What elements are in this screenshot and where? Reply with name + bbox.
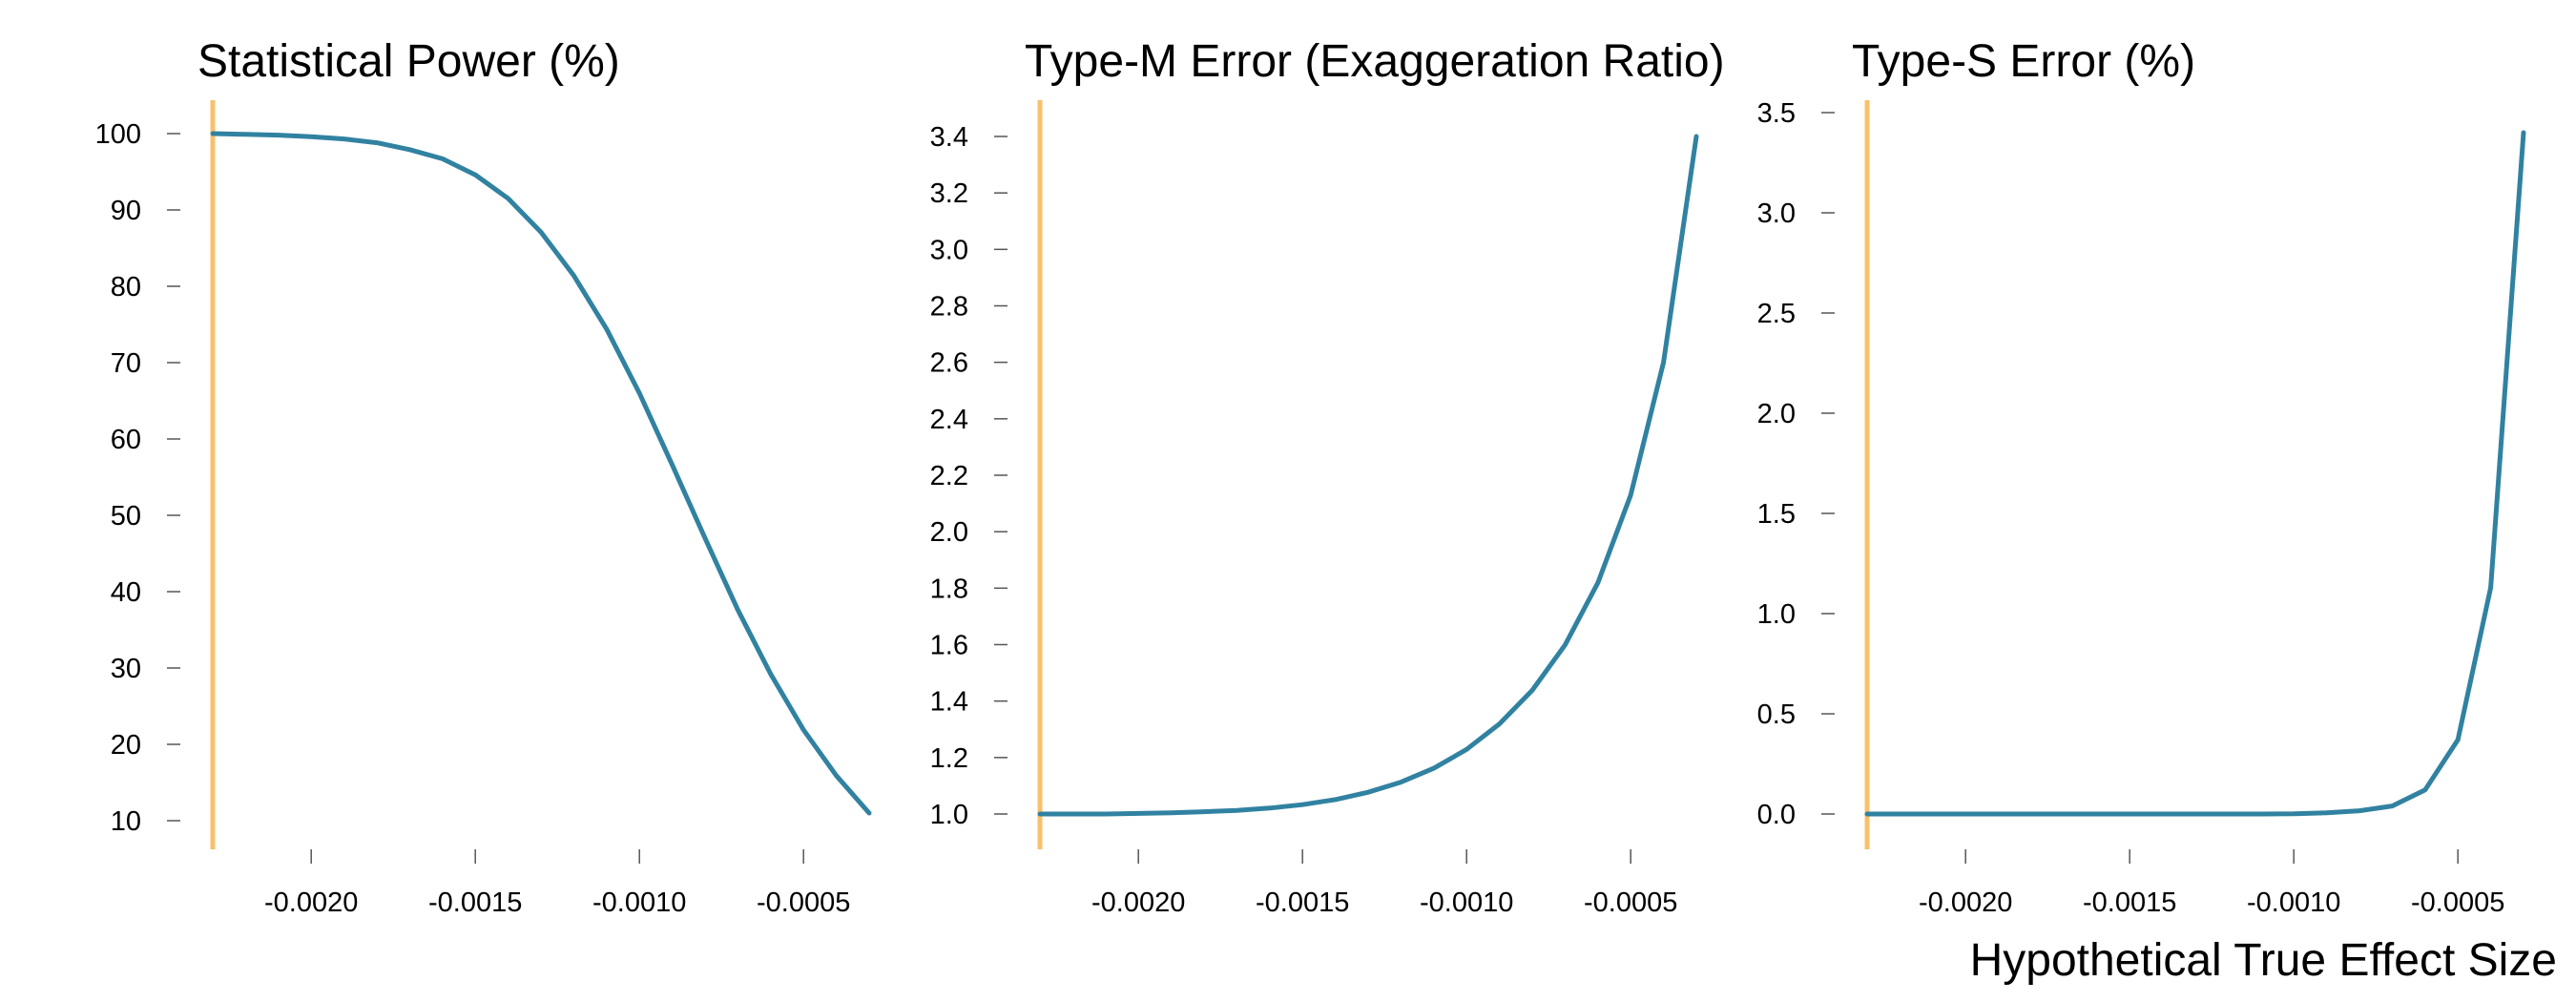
- panel-power: Statistical Power (%) 10 20 30 40 50 60 70 80 90…: [95, 36, 872, 918]
- x-axis-label: Hypothetical True Effect Size: [1970, 935, 2557, 986]
- panel-type-m-y-tick-label: 1.0: [930, 800, 968, 830]
- panel-type-s-x-tick-label: -0.0010: [2247, 887, 2340, 918]
- panel-power-x-tick-label: -0.0010: [592, 887, 686, 918]
- panel-type-m-y-tick-label: 3.2: [930, 178, 968, 209]
- panel-type-m-y-tick-label: 2.0: [930, 517, 968, 548]
- panel-type-s-y-tick-label: 3.0: [1757, 198, 1796, 229]
- panel-type-s-y-tick-label: 0.0: [1757, 800, 1796, 830]
- panel-type-m-y-tick-label: 2.6: [930, 348, 968, 379]
- panel-power-y-tick-label: 80: [111, 272, 141, 303]
- panel-power-y-tick-label: 100: [95, 119, 141, 150]
- panel-power-y-axis: 10 20 30 40 50 60 70 80 90 100: [95, 119, 180, 837]
- panel-power-y-tick-label: 20: [111, 730, 141, 761]
- panel-type-m-y-tick-label: 3.4: [930, 122, 968, 153]
- panel-power-y-tick-label: 50: [111, 501, 141, 532]
- panel-type-s-y-tick-label: 2.5: [1757, 299, 1796, 329]
- panel-type-m-y-tick-label: 2.8: [930, 292, 968, 323]
- panel-type-m-y-tick-label: 1.6: [930, 631, 968, 661]
- panel-power-title: Statistical Power (%): [197, 36, 620, 87]
- panel-type-s-y-axis: 0.0 0.5 1.0 1.5 2.0 2.5 3.0 3.5: [1757, 98, 1835, 830]
- panel-type-m-x-tick-label: -0.0015: [1256, 887, 1349, 918]
- panel-type-m-y-tick-label: 1.8: [930, 574, 968, 604]
- panel-type-m-y-tick-label: 2.2: [930, 461, 968, 491]
- panel-type-m-x-tick-label: -0.0010: [1420, 887, 1513, 918]
- panel-type-s-y-tick-label: 0.5: [1757, 699, 1796, 730]
- panel-type-m-title: Type-M Error (Exaggeration Ratio): [1025, 36, 1725, 87]
- panel-type-s-x-tick-label: -0.0015: [2083, 887, 2176, 918]
- panel-type-m-x-tick-label: -0.0020: [1091, 887, 1185, 918]
- panel-type-s-y-tick-label: 3.5: [1757, 98, 1796, 129]
- panel-type-m-y-tick-label: 1.2: [930, 743, 968, 774]
- panel-power-x-tick-label: -0.0005: [757, 887, 850, 918]
- panel-type-s-series-line: [1864, 130, 2526, 817]
- panel-power-y-tick-label: 60: [111, 425, 141, 455]
- panel-type-m-y-tick-label: 2.4: [930, 405, 968, 435]
- panel-type-s-y-tick-label: 2.0: [1757, 399, 1796, 429]
- panel-power-x-tick-label: -0.0020: [264, 887, 358, 918]
- panel-power-x-axis: -0.0020 -0.0015 -0.0010 -0.0005: [264, 849, 850, 918]
- panel-type-m-y-axis: 1.0 1.2 1.4 1.6 1.8 2.0 2.2 2.4 2.6 2.8 3.0 3.2 3.4: [930, 122, 1008, 830]
- panel-power-y-tick-label: 10: [111, 806, 141, 837]
- panel-type-m-x-tick-label: -0.0005: [1584, 887, 1677, 918]
- panel-type-m-y-tick-label: 3.0: [930, 235, 968, 265]
- panel-type-s-x-tick-label: -0.0005: [2411, 887, 2504, 918]
- panel-type-m-x-axis: -0.0020 -0.0015 -0.0010 -0.0005: [1091, 849, 1677, 918]
- panel-type-s-y-tick-label: 1.5: [1757, 499, 1796, 530]
- panel-power-y-tick-label: 70: [111, 348, 141, 379]
- panel-power-y-tick-label: 30: [111, 654, 141, 684]
- panel-type-s: Type-S Error (%) 0.0 0.5 1.0 1.5 2.0 2.5 3.0 3.…: [1757, 36, 2526, 918]
- panel-type-s-x-axis: -0.0020 -0.0015 -0.0010 -0.0005: [1919, 849, 2504, 918]
- panel-type-s-x-tick-label: -0.0020: [1919, 887, 2012, 918]
- panel-type-m-series-line: [1037, 134, 1699, 817]
- panel-power-y-tick-label: 90: [111, 196, 141, 226]
- panel-type-m-y-tick-label: 1.4: [930, 687, 968, 718]
- panel-power-series-line: [210, 131, 872, 816]
- panel-power-x-tick-label: -0.0015: [428, 887, 522, 918]
- panel-type-m: Type-M Error (Exaggeration Ratio) 1.0 1.2…: [930, 36, 1725, 918]
- panel-type-s-y-tick-label: 1.0: [1757, 599, 1796, 630]
- panel-type-s-title: Type-S Error (%): [1852, 36, 2195, 87]
- panel-power-y-tick-label: 40: [111, 577, 141, 608]
